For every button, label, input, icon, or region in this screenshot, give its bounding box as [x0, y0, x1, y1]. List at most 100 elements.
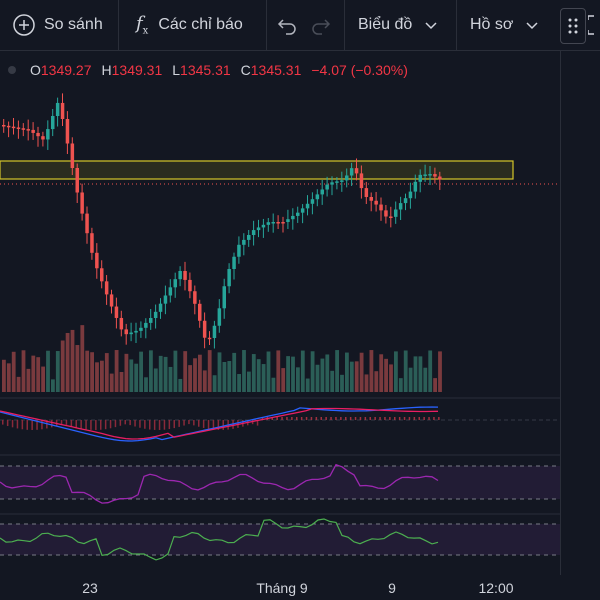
- macd-hist-bar: [124, 420, 126, 425]
- macd-hist-bar: [281, 417, 283, 420]
- candle-body: [70, 143, 75, 168]
- chart-type-button[interactable]: Biểu đồ: [358, 0, 438, 50]
- candle-body: [6, 125, 11, 128]
- volume-bar: [247, 371, 251, 392]
- macd-hist-bar: [60, 420, 63, 425]
- candle-body: [2, 125, 6, 127]
- high-label: H: [101, 62, 112, 78]
- volume-bar: [75, 345, 80, 392]
- x-tick-label: Tháng 9: [256, 580, 308, 596]
- volume-bar: [16, 376, 21, 392]
- volume-bar: [349, 361, 354, 392]
- macd-hist-bar: [144, 420, 146, 429]
- candle-body: [11, 126, 16, 129]
- volume-bar: [291, 356, 295, 392]
- x-tick-label: 23: [82, 580, 98, 596]
- drag-handle[interactable]: [560, 8, 586, 44]
- volume-bar: [300, 350, 305, 392]
- volume-bar: [55, 351, 60, 392]
- candle-body: [85, 213, 89, 234]
- price-chart[interactable]: [0, 0, 600, 575]
- volume-bar: [207, 350, 212, 392]
- low-value: L1345.31: [172, 62, 230, 78]
- volume-bar: [374, 371, 379, 392]
- macd-hist-bar: [305, 417, 308, 420]
- volume-bar: [325, 354, 330, 392]
- indicators-button[interactable]: fx Các chỉ báo: [136, 0, 243, 50]
- candle-body: [335, 181, 339, 183]
- volume-bar: [134, 363, 139, 392]
- compare-button[interactable]: So sánh: [12, 0, 103, 50]
- candle-body: [389, 216, 393, 218]
- volume-bar: [418, 356, 423, 392]
- close-number: 1345.31: [250, 62, 302, 78]
- candle-body: [134, 330, 138, 333]
- candle-body: [104, 281, 109, 295]
- macd-hist-bar: [286, 417, 288, 420]
- macd-hist-bar: [320, 417, 322, 420]
- candle-body: [433, 174, 437, 177]
- macd-hist-bar: [349, 417, 352, 420]
- volume-bar: [31, 355, 36, 392]
- high-number: 1349.31: [111, 62, 163, 78]
- candle-body: [359, 173, 364, 189]
- macd-hist-bar: [261, 417, 264, 420]
- x-tick-label: 12:00: [478, 580, 514, 596]
- macd-hist-bar: [389, 417, 391, 420]
- volume-bar: [139, 351, 143, 392]
- drag-handle-icon: [568, 18, 578, 34]
- macd-hist-bar: [276, 417, 278, 420]
- open-value: O1349.27: [30, 62, 92, 78]
- volume-bar: [168, 366, 173, 392]
- macd-hist-bar: [359, 417, 362, 420]
- candle-body: [100, 268, 104, 282]
- macd-hist-bar: [158, 420, 161, 430]
- macd-hist-bar: [95, 420, 97, 430]
- macd-hist-bar: [310, 417, 313, 420]
- candle-body: [212, 325, 217, 338]
- candle-body: [296, 212, 300, 216]
- macd-hist-bar: [315, 417, 318, 420]
- macd-hist-bar: [149, 420, 151, 430]
- candle-body: [281, 222, 285, 224]
- macd-hist-bar: [104, 420, 107, 430]
- undo-button[interactable]: [276, 0, 298, 50]
- candle-body: [364, 188, 369, 197]
- candle-body: [80, 192, 84, 214]
- macd-hist-bar: [70, 420, 73, 427]
- candle-body: [354, 168, 359, 174]
- volume-bar: [354, 361, 359, 392]
- candle-body: [207, 337, 212, 340]
- candle-body: [310, 199, 315, 204]
- support-resistance-zone[interactable]: [0, 160, 514, 180]
- candle-body: [51, 116, 55, 130]
- candle-body: [183, 271, 187, 280]
- macd-hist-bar: [134, 420, 136, 427]
- price-scale[interactable]: [560, 50, 600, 575]
- fullscreen-button[interactable]: [588, 0, 600, 50]
- plus-circle-icon: [13, 14, 35, 36]
- macd-hist-bar: [75, 420, 77, 428]
- macd-hist-bar: [16, 420, 19, 429]
- volume-bar: [276, 350, 281, 392]
- profile-button[interactable]: Hồ sơ: [470, 0, 539, 50]
- volume-bar: [90, 352, 94, 392]
- macd-hist-bar: [330, 417, 332, 420]
- candle-body: [261, 224, 266, 228]
- candle-body: [403, 198, 408, 204]
- time-axis[interactable]: 23 Tháng 9 9 12:00: [0, 575, 600, 600]
- macd-hist-bar: [408, 417, 411, 420]
- macd-hist-bar: [129, 420, 131, 426]
- volume-bar: [60, 340, 65, 392]
- candle-body: [374, 200, 378, 205]
- volume-bar: [320, 358, 325, 392]
- candle-body: [428, 174, 432, 176]
- candle-body: [75, 168, 79, 193]
- volume-bar: [423, 367, 428, 392]
- macd-hist-bar: [394, 417, 396, 420]
- rsi-band: [0, 466, 560, 499]
- candle-body: [193, 291, 197, 304]
- volume-bar: [80, 325, 85, 392]
- redo-button[interactable]: [310, 0, 332, 50]
- candle-body: [242, 239, 246, 245]
